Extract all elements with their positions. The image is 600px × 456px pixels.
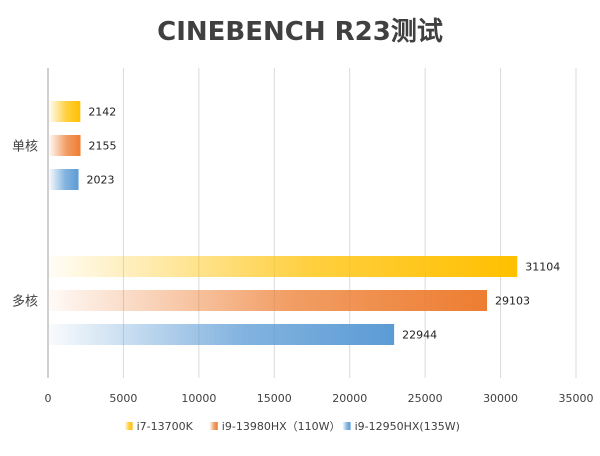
legend-label: i9-12950HX(135W)	[355, 420, 460, 433]
x-tick-label: 25000	[408, 392, 443, 405]
bar-single-core-i7-13700k	[49, 101, 81, 122]
gridlines	[122, 68, 577, 378]
bar-single-core-i9-13980hx-110w	[49, 135, 81, 156]
x-tick-label: 10000	[181, 392, 216, 405]
category-label: 单核	[12, 140, 38, 155]
x-tick-label: 35000	[559, 392, 594, 405]
chart-title: CINEBENCH R23测试	[157, 17, 443, 47]
legend-swatch	[209, 422, 218, 430]
data-label: 22944	[402, 329, 437, 342]
data-label: 2023	[87, 174, 115, 187]
bar-multi-core-i7-13700k	[49, 256, 518, 277]
data-label: 31104	[525, 261, 560, 274]
legend-label: i9-13980HX（110W）	[222, 420, 341, 433]
x-tick-label: 15000	[257, 392, 292, 405]
legend-swatch	[342, 422, 351, 430]
bars	[49, 101, 518, 345]
data-labels: 2142 2155 2023 31104 29103 22944	[87, 106, 561, 342]
x-tick-label: 20000	[332, 392, 367, 405]
data-label: 29103	[495, 295, 530, 308]
data-label: 2142	[88, 106, 116, 119]
x-tick-label: 5000	[109, 392, 137, 405]
legend-label: i7-13700K	[137, 420, 194, 433]
data-label: 2155	[89, 140, 117, 153]
bar-multi-core-i9-13980hx-110w	[49, 290, 488, 311]
bar-multi-core-i9-12950hx-135w	[49, 324, 395, 345]
legend: i7-13700K i9-13980HX（110W） i9-12950HX(135W…	[124, 420, 460, 433]
bar-single-core-i9-12950hx-135w	[49, 169, 79, 190]
x-tick-label: 0	[45, 392, 52, 405]
legend-swatch	[124, 422, 133, 430]
category-label: 多核	[12, 294, 38, 310]
x-tick-label: 30000	[483, 392, 518, 405]
